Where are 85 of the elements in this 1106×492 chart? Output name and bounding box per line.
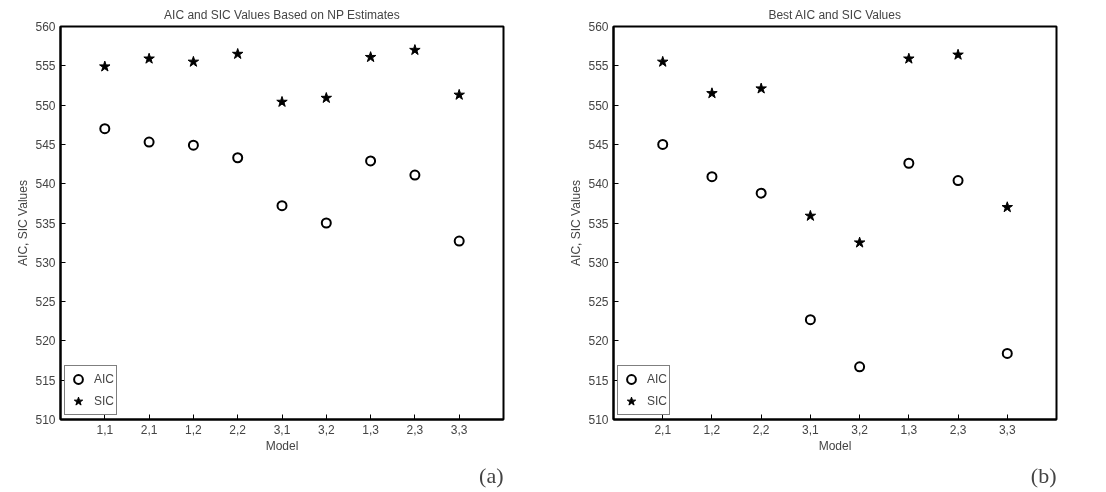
point bbox=[1001, 201, 1014, 213]
x-axis-title: Model bbox=[818, 438, 852, 453]
y-tick-label: 560 bbox=[35, 20, 56, 34]
y-tick-label: 550 bbox=[588, 98, 609, 113]
point bbox=[276, 95, 288, 107]
x-tick-label: 3,1 bbox=[802, 422, 820, 437]
point bbox=[143, 52, 155, 64]
point bbox=[99, 60, 111, 72]
point bbox=[656, 55, 669, 67]
y-tick-label: 535 bbox=[588, 216, 609, 231]
point bbox=[453, 235, 465, 247]
y-tick-label: 515 bbox=[35, 373, 56, 388]
point bbox=[657, 138, 669, 150]
x-tick-label: 3,3 bbox=[998, 422, 1016, 437]
point bbox=[187, 139, 199, 151]
legend-label: AIC bbox=[647, 371, 668, 388]
y-tick-label: 530 bbox=[35, 255, 56, 270]
y-axis-title: AIC, SIC Values bbox=[16, 180, 31, 266]
y-tick-label: 525 bbox=[588, 295, 609, 310]
point bbox=[364, 51, 377, 63]
y-tick-label: 520 bbox=[35, 334, 56, 349]
y-tick-label: 560 bbox=[588, 20, 609, 34]
chart-title: AIC and SIC Values Based on NP Estimates bbox=[164, 7, 400, 22]
point bbox=[853, 236, 866, 248]
x-tick-label: 1,3 bbox=[900, 422, 918, 437]
point bbox=[706, 171, 718, 183]
point bbox=[453, 88, 465, 100]
y-tick-label: 515 bbox=[588, 373, 609, 388]
point bbox=[1001, 347, 1013, 359]
point bbox=[276, 200, 288, 212]
point bbox=[952, 48, 964, 60]
x-tick-label: 1,2 bbox=[703, 422, 721, 437]
legend-label: SIC bbox=[94, 393, 115, 410]
legend-label: AIC bbox=[94, 371, 115, 388]
point bbox=[99, 123, 111, 135]
x-tick-label: 1,2 bbox=[185, 422, 203, 437]
x-tick-label: 2,3 bbox=[949, 422, 967, 437]
y-tick-label: 535 bbox=[35, 216, 56, 231]
y-tick-label: 540 bbox=[588, 177, 609, 192]
y-tick-label: 545 bbox=[35, 137, 56, 152]
chart-title: Best AIC and SIC Values bbox=[768, 7, 901, 22]
point bbox=[804, 209, 817, 221]
y-tick-label: 520 bbox=[588, 334, 609, 349]
y-axis-title: AIC, SIC Values bbox=[569, 180, 584, 266]
y-tick-label: 550 bbox=[35, 98, 56, 113]
point bbox=[232, 152, 244, 164]
point bbox=[320, 92, 333, 103]
point bbox=[952, 175, 964, 187]
y-tick-label: 525 bbox=[35, 295, 56, 310]
point bbox=[409, 44, 421, 56]
x-tick-label: 3,3 bbox=[450, 422, 468, 437]
text: (b) bbox=[1030, 462, 1057, 488]
x-tick-label: 3,2 bbox=[317, 422, 335, 437]
y-tick-label: 555 bbox=[35, 59, 56, 74]
x-tick-label: 1,1 bbox=[96, 422, 114, 437]
x-tick-label: 2,2 bbox=[229, 422, 247, 437]
point bbox=[365, 155, 377, 167]
y-tick-label: 510 bbox=[35, 413, 56, 427]
x-tick-label: 3,1 bbox=[273, 422, 291, 437]
legend-label: SIC bbox=[647, 393, 668, 410]
x-tick-label: 2,2 bbox=[752, 422, 770, 437]
x-tick-label: 2,1 bbox=[140, 422, 158, 437]
point bbox=[706, 87, 718, 99]
y-tick-label: 555 bbox=[588, 59, 609, 74]
point bbox=[903, 52, 915, 64]
y-tick-label: 540 bbox=[35, 177, 56, 192]
y-tick-label: 545 bbox=[588, 137, 609, 152]
x-tick-label: 1,3 bbox=[362, 422, 380, 437]
point bbox=[320, 217, 332, 229]
point bbox=[804, 314, 816, 326]
y-tick-label: 510 bbox=[588, 413, 609, 427]
y-tick-label: 530 bbox=[588, 255, 609, 270]
point bbox=[409, 169, 421, 181]
point bbox=[854, 361, 866, 373]
point bbox=[755, 82, 767, 94]
point bbox=[903, 157, 915, 169]
point bbox=[143, 136, 155, 148]
x-tick-label: 2,3 bbox=[406, 422, 424, 437]
point bbox=[755, 187, 767, 199]
x-tick-label: 2,1 bbox=[654, 422, 672, 437]
point bbox=[231, 48, 244, 59]
x-axis-title: Model bbox=[265, 438, 299, 453]
point bbox=[187, 55, 200, 67]
text: (a) bbox=[479, 462, 504, 488]
x-tick-label: 3,2 bbox=[851, 422, 869, 437]
